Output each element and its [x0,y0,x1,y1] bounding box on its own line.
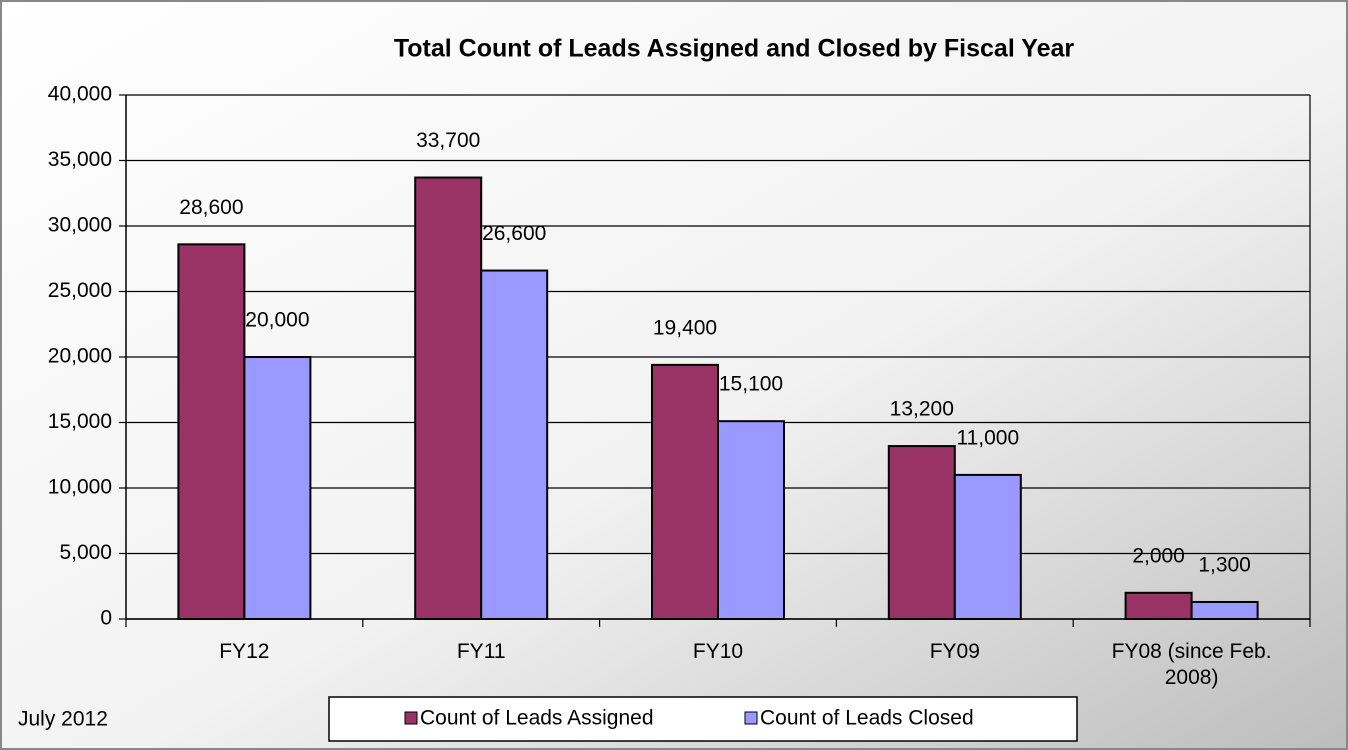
data-label: 26,600 [482,222,546,245]
bar [717,420,785,620]
data-label: 33,700 [416,129,480,152]
data-label: 19,400 [653,316,717,339]
chart-title: Total Count of Leads Assigned and Closed… [394,35,1075,63]
y-tick-label: 35,000 [48,148,112,171]
y-tick-label: 40,000 [48,83,112,106]
x-tick-label: FY09 [929,640,980,663]
legend-box [328,696,1078,742]
data-label: 13,200 [890,398,954,421]
y-tick-label: 5,000 [59,541,112,564]
x-tick-label: FY08 (since Feb. 2008) [1111,640,1272,689]
x-tick-label: FY11 [456,640,506,663]
legend-label: Count of Leads Closed [760,707,974,730]
bar [1124,591,1193,620]
bar [480,269,549,620]
y-tick-label: 25,000 [48,279,112,302]
data-label: 1,300 [1198,554,1251,577]
legend-swatch [404,711,418,725]
data-label: 2,000 [1132,544,1185,567]
legend-swatch [744,711,758,725]
bar [177,243,246,620]
y-tick-label: 15,000 [48,410,112,433]
y-tick-label: 10,000 [48,476,112,499]
data-label: 11,000 [956,426,1019,449]
bar [414,176,483,620]
data-label: 20,000 [245,309,309,332]
legend-label: Count of Leads Assigned [420,707,654,730]
bar [887,445,956,620]
bar [953,473,1022,620]
y-tick-label: 30,000 [48,214,112,237]
y-tick-label: 20,000 [48,345,112,368]
x-tick-label: FY10 [692,640,744,663]
data-label: 15,100 [719,373,783,396]
x-tick-label: FY12 [219,640,270,663]
footnote: July 2012 [18,708,108,731]
bar [651,363,719,620]
bar [1190,600,1259,620]
data-label: 28,600 [179,196,243,219]
y-tick-label: 0 [100,607,112,630]
bar [243,356,312,620]
